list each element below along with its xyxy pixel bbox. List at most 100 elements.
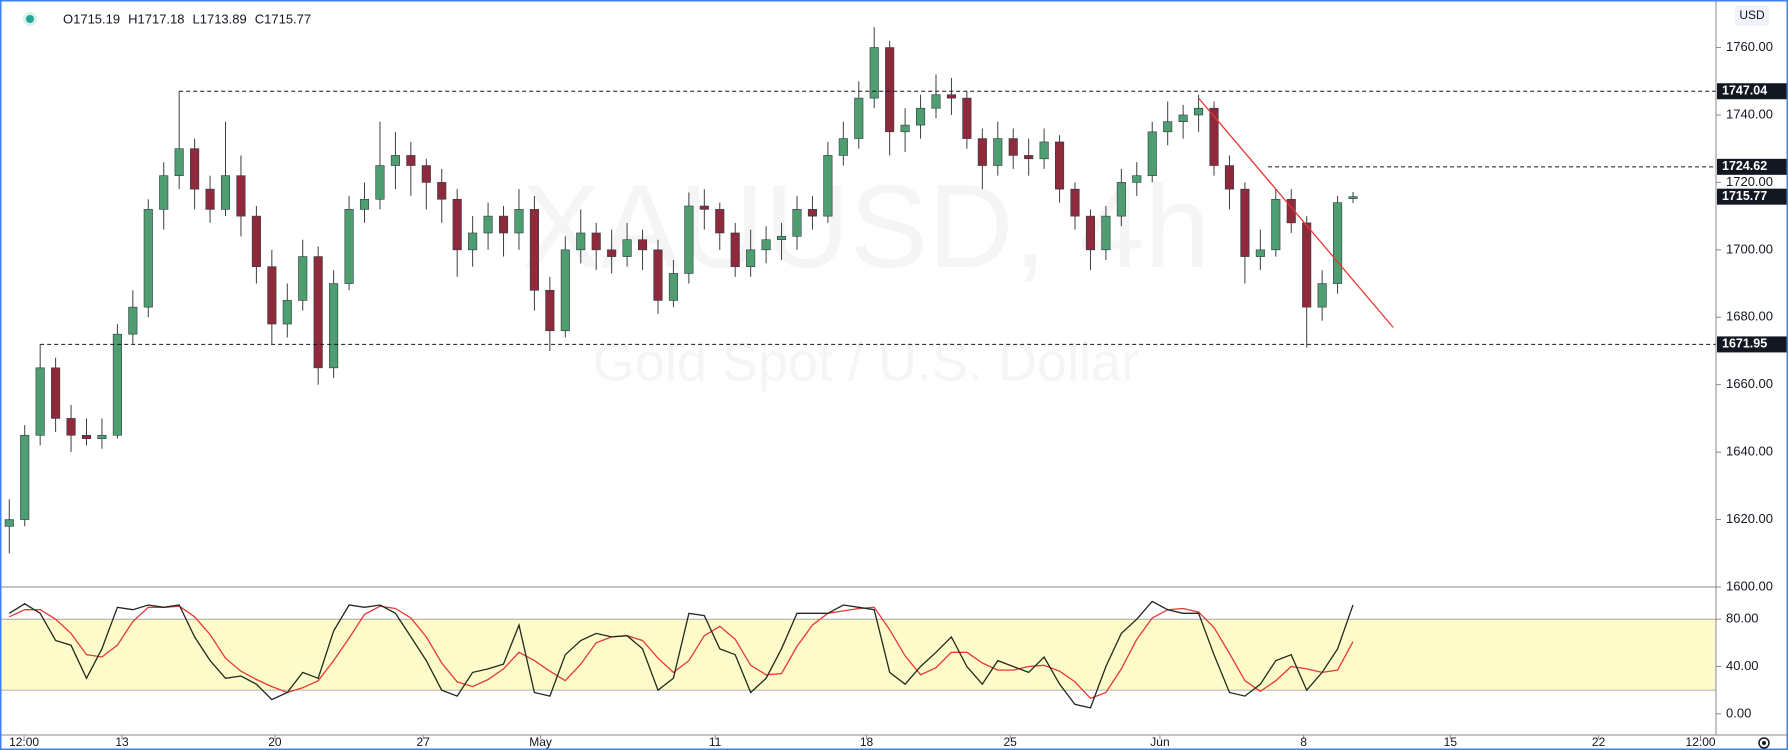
candle-body [298, 256, 308, 301]
gear[interactable] [1758, 737, 1770, 749]
candle-body [931, 94, 941, 109]
candle-body [684, 205, 694, 274]
currency-box[interactable] [1735, 6, 1769, 26]
x-tick-label: May [529, 735, 552, 749]
candle-body [1209, 107, 1219, 166]
y-tick-label: 1640.00 [1726, 444, 1773, 459]
candle-body [406, 155, 416, 166]
candle-body [174, 148, 184, 176]
candle-body [236, 175, 246, 217]
candle-body [159, 175, 169, 210]
x-tick-label: 25 [1003, 735, 1017, 749]
candle-body [622, 239, 632, 257]
candle-body [97, 434, 107, 439]
y-tick-label: 1740.00 [1726, 106, 1773, 121]
candle-body [498, 215, 509, 234]
candle-body [514, 209, 524, 234]
x-tick-label: 22 [1592, 735, 1606, 749]
level-label-box [1717, 336, 1788, 353]
candle-body [205, 188, 215, 210]
candle-body [916, 107, 926, 126]
candle-body [112, 333, 122, 436]
candle-body [1008, 138, 1018, 156]
level-label: 1671.95 [1722, 337, 1767, 351]
candle-body [807, 209, 817, 217]
candle-body [1240, 188, 1250, 257]
candle-body [190, 148, 200, 190]
candle-body [282, 300, 292, 325]
candle-body [668, 273, 678, 301]
candle-body [1116, 182, 1126, 217]
candle-body [607, 249, 617, 257]
last-price-label: 1715.77 [1722, 189, 1767, 203]
candle-body [545, 289, 555, 332]
y-tick-label: 1600.00 [1726, 578, 1773, 593]
candle-body [1132, 175, 1142, 183]
candle-body [1255, 249, 1265, 257]
candle-body [143, 209, 153, 308]
candle-body [993, 138, 1003, 166]
axes: 1600.00 1620.00 1640.00 1660.00 1680.00 1700.… [9, 39, 1788, 749]
stochastic-pane [0, 600, 1716, 709]
y-tick-label: 1720.00 [1726, 174, 1773, 189]
x-tick-label: 13 [115, 735, 129, 749]
candle-body [375, 165, 385, 200]
candle-body [251, 215, 261, 267]
candle-body [220, 175, 231, 210]
candle-body [977, 138, 987, 166]
candle-body [313, 256, 323, 369]
candle-body [81, 434, 92, 439]
candle-body [1055, 141, 1065, 190]
y-tick-label: 1620.00 [1726, 511, 1773, 526]
candle-body [823, 155, 833, 217]
candle-body [560, 249, 570, 332]
candle-body [1024, 155, 1034, 160]
candle-body [1101, 215, 1111, 251]
background-layer: XAUUSD, 4h Gold Spot / U.S. Dollar [522, 161, 1211, 392]
candle-body [869, 47, 879, 99]
y-tick-label: 1680.00 [1726, 309, 1773, 324]
x-tick-label: 12:00 [1686, 735, 1716, 749]
y-tick-label: 1760.00 [1726, 39, 1773, 54]
y-tick-label: 80.00 [1726, 611, 1759, 626]
candle-body [329, 283, 339, 369]
band [0, 619, 1716, 691]
x-tick-label: 27 [417, 735, 431, 749]
ohlc-value: C1715.77 [255, 11, 311, 26]
x-tick-label: Jun [1150, 735, 1169, 749]
candle-body [1286, 198, 1296, 224]
candle-body [1147, 131, 1157, 176]
candle-body [776, 236, 787, 241]
candle-body [946, 94, 956, 99]
candle-body [591, 232, 601, 251]
candle-body [421, 165, 431, 183]
settings-icon[interactable] [1758, 737, 1770, 749]
candle-body [128, 306, 138, 335]
candle-body [1348, 196, 1358, 199]
candle-body [1302, 222, 1312, 308]
candle-body [761, 239, 771, 251]
candle-body [1085, 215, 1096, 251]
watermark-description: Gold Spot / U.S. Dollar [593, 332, 1139, 392]
candle-body [1317, 283, 1327, 308]
level-label: 1747.04 [1722, 84, 1767, 98]
y-tick-label: 1700.00 [1726, 241, 1773, 256]
x-tick-label: 20 [268, 735, 282, 749]
x-tick-label: 11 [709, 735, 722, 749]
candle-body [854, 97, 864, 139]
x-tick-label: 8 [1300, 735, 1307, 749]
candle-body [267, 266, 277, 325]
candle-body [1333, 202, 1343, 284]
x-tick-label: 12:00 [9, 735, 39, 749]
candle-body [468, 232, 478, 251]
stochastic-line [9, 605, 1354, 700]
candle-body [359, 198, 370, 210]
candle-body [1194, 107, 1204, 116]
candle-body [637, 239, 648, 251]
watermark-symbol: XAUUSD, 4h [522, 161, 1211, 293]
status-dot[interactable] [26, 15, 34, 23]
candle-body [576, 232, 586, 251]
candle-body [390, 155, 400, 166]
currency-label: USD [1739, 8, 1765, 22]
